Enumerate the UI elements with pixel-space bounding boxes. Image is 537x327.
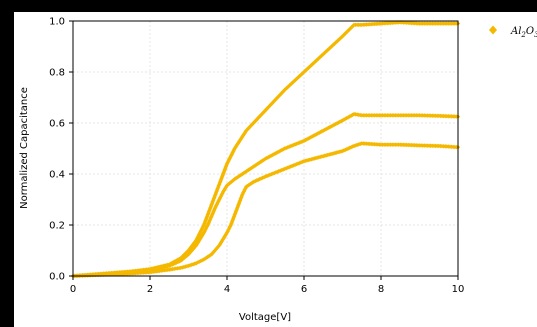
data-point [224,183,230,188]
legend-marker-diamond [489,25,497,35]
data-point [191,241,196,247]
legend-label-al2o3: Al2O3 [510,26,537,39]
data-point [213,247,219,252]
data-point [255,115,261,121]
x-tick-label: 0 [70,284,76,295]
frame-border-top [0,0,537,12]
y-tick-label: 0.2 [49,221,65,232]
data-point [271,98,277,104]
y-tick-label: 0.4 [49,170,65,181]
data-point [186,248,191,253]
data-point [215,200,220,205]
x-tick-label: 10 [452,284,465,295]
data-point [277,93,282,98]
data-point [197,259,202,264]
data-point [216,198,221,204]
frame-inner [14,12,537,327]
data-point [229,179,235,184]
y-tick-label: 0.0 [49,272,65,283]
y-tick-label: 0.6 [49,119,65,130]
y-axis-title: Normalized Capacitance [19,87,30,209]
data-point [248,123,253,129]
y-tick-label: 1.0 [49,17,65,28]
legend: Al2O3 [489,25,537,39]
x-tick-label: 6 [301,284,307,295]
data-point [181,256,186,261]
x-tick-label: 4 [224,284,230,295]
data-point [260,111,265,116]
data-point [217,241,223,247]
frame-border-left [0,0,14,327]
ticks-layer: 0 2 4 6 8 10 0.0 0.2 0.4 0.6 0.8 1.0 [49,17,464,296]
data-point [246,126,251,131]
data-point [342,31,348,37]
data-point [197,237,202,242]
data-point [241,189,247,194]
plot-area-border [72,20,459,277]
x-tick-label: 8 [378,284,384,295]
data-point [251,120,256,125]
data-point [203,227,208,232]
y-tick-label: 0.8 [49,68,65,79]
data-point [341,32,346,38]
x-axis-title: Voltage[V] [239,312,291,323]
data-point [212,248,218,253]
data-point [226,227,231,232]
x-tick-label: 2 [147,284,153,295]
data-point [272,97,278,103]
data-points-layer [70,20,461,279]
data-point [218,194,224,199]
data-point [340,34,345,39]
data-point [227,225,232,231]
